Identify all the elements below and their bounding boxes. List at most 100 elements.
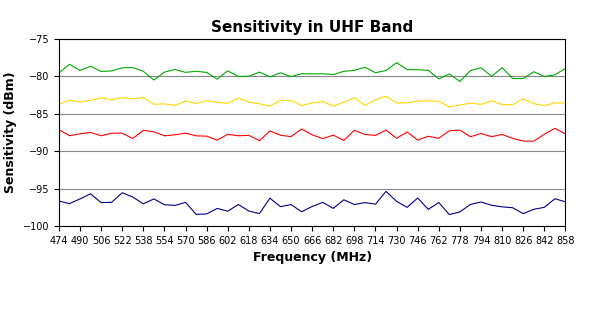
{8k, 16QAM, CR = 3/4, GI = 1/4} [193,134,200,138]
{8k, 16QAM, CR = 3/4, GI = 1/4} [309,133,316,137]
{8k, 64QAM, CR = 7/8 ,GI = 1/4} [551,73,558,77]
{8k, 16QAM, CR = 3/4, GI = 1/4} [256,139,263,143]
{8k, 64QAM, CR = 7/8 ,GI = 1/4} [382,68,389,72]
{8k, 16QAM, CR = 3/4, GI = 1/4} [245,133,252,137]
{8k, 64QAM, CR = 7/8 ,GI = 1/4} [467,69,474,73]
{8k, QPSK, CR = 1/2, GI = 1/4} [161,203,168,207]
{8k, 64QAM, CR = 2/3, GI = 1/4} [277,98,284,102]
{8k, QPSK, CR = 1/2, GI = 1/4} [319,200,326,204]
{8k, 64QAM, CR = 2/3, GI = 1/4} [467,101,474,105]
{8k, 16QAM, CR = 3/4, GI = 1/4} [277,133,284,137]
{8k, 16QAM, CR = 3/4, GI = 1/4} [351,128,358,132]
{8k, QPSK, CR = 1/2, GI = 1/4} [98,201,105,204]
{8k, 64QAM, CR = 2/3, GI = 1/4} [309,101,316,105]
{8k, QPSK, CR = 1/2, GI = 1/4} [298,210,305,214]
{8k, 64QAM, CR = 2/3, GI = 1/4} [362,103,369,107]
{8k, 64QAM, CR = 2/3, GI = 1/4} [403,101,411,105]
{8k, 16QAM, CR = 3/4, GI = 1/4} [403,130,411,134]
{8k, 16QAM, CR = 3/4, GI = 1/4} [562,132,569,136]
{8k, 64QAM, CR = 2/3, GI = 1/4} [541,104,548,108]
{8k, 64QAM, CR = 7/8 ,GI = 1/4} [224,69,231,73]
{8k, QPSK, CR = 1/2, GI = 1/4} [551,197,558,201]
{8k, 64QAM, CR = 7/8 ,GI = 1/4} [256,70,263,74]
{8k, 64QAM, CR = 2/3, GI = 1/4} [193,101,200,105]
{8k, 64QAM, CR = 7/8 ,GI = 1/4} [150,78,157,82]
{8k, 64QAM, CR = 2/3, GI = 1/4} [340,100,348,104]
{8k, 64QAM, CR = 2/3, GI = 1/4} [140,96,147,99]
{8k, 64QAM, CR = 2/3, GI = 1/4} [108,98,115,102]
{8k, 64QAM, CR = 7/8 ,GI = 1/4} [287,75,294,78]
{8k, 64QAM, CR = 2/3, GI = 1/4} [351,96,358,99]
{8k, QPSK, CR = 1/2, GI = 1/4} [467,203,474,206]
{8k, 64QAM, CR = 7/8 ,GI = 1/4} [55,71,62,75]
{8k, 16QAM, CR = 3/4, GI = 1/4} [478,131,485,135]
{8k, QPSK, CR = 1/2, GI = 1/4} [340,198,348,202]
{8k, QPSK, CR = 1/2, GI = 1/4} [530,207,537,211]
{8k, 16QAM, CR = 3/4, GI = 1/4} [214,138,221,142]
{8k, 64QAM, CR = 7/8 ,GI = 1/4} [161,70,168,74]
{8k, 64QAM, CR = 2/3, GI = 1/4} [435,99,442,103]
Line: {8k, QPSK, CR = 1/2, GI = 1/4}: {8k, QPSK, CR = 1/2, GI = 1/4} [59,191,565,214]
{8k, 16QAM, CR = 3/4, GI = 1/4} [393,136,400,140]
{8k, QPSK, CR = 1/2, GI = 1/4} [193,213,200,216]
{8k, 16QAM, CR = 3/4, GI = 1/4} [161,134,168,138]
{8k, QPSK, CR = 1/2, GI = 1/4} [150,197,157,201]
X-axis label: Frequency (MHz): Frequency (MHz) [253,251,372,265]
{8k, 64QAM, CR = 2/3, GI = 1/4} [298,104,305,108]
{8k, 16QAM, CR = 3/4, GI = 1/4} [372,133,379,137]
{8k, QPSK, CR = 1/2, GI = 1/4} [77,197,84,201]
{8k, 16QAM, CR = 3/4, GI = 1/4} [319,137,326,141]
{8k, QPSK, CR = 1/2, GI = 1/4} [55,199,62,203]
{8k, 64QAM, CR = 2/3, GI = 1/4} [150,102,157,106]
{8k, 64QAM, CR = 2/3, GI = 1/4} [182,99,189,103]
{8k, 64QAM, CR = 2/3, GI = 1/4} [372,98,379,102]
{8k, 64QAM, CR = 7/8 ,GI = 1/4} [140,69,147,73]
{8k, QPSK, CR = 1/2, GI = 1/4} [330,206,337,210]
{8k, 64QAM, CR = 7/8 ,GI = 1/4} [488,74,495,78]
{8k, 16QAM, CR = 3/4, GI = 1/4} [77,132,84,136]
{8k, QPSK, CR = 1/2, GI = 1/4} [541,205,548,209]
{8k, 16QAM, CR = 3/4, GI = 1/4} [140,128,147,132]
{8k, 16QAM, CR = 3/4, GI = 1/4} [382,128,389,132]
{8k, 64QAM, CR = 7/8 ,GI = 1/4} [403,68,411,72]
{8k, 16QAM, CR = 3/4, GI = 1/4} [340,139,348,142]
{8k, QPSK, CR = 1/2, GI = 1/4} [108,200,115,204]
{8k, 16QAM, CR = 3/4, GI = 1/4} [98,134,105,138]
{8k, 16QAM, CR = 3/4, GI = 1/4} [530,139,537,143]
{8k, 16QAM, CR = 3/4, GI = 1/4} [287,135,294,139]
{8k, 64QAM, CR = 7/8 ,GI = 1/4} [77,68,84,72]
{8k, QPSK, CR = 1/2, GI = 1/4} [256,212,263,215]
{8k, QPSK, CR = 1/2, GI = 1/4} [562,200,569,204]
{8k, 16QAM, CR = 3/4, GI = 1/4} [171,133,178,137]
{8k, 16QAM, CR = 3/4, GI = 1/4} [66,134,73,138]
{8k, 64QAM, CR = 2/3, GI = 1/4} [224,101,231,105]
{8k, 64QAM, CR = 7/8 ,GI = 1/4} [425,68,432,72]
{8k, 64QAM, CR = 2/3, GI = 1/4} [519,97,527,101]
{8k, 64QAM, CR = 7/8 ,GI = 1/4} [541,75,548,78]
{8k, 64QAM, CR = 2/3, GI = 1/4} [77,100,84,104]
{8k, QPSK, CR = 1/2, GI = 1/4} [351,203,358,206]
{8k, 16QAM, CR = 3/4, GI = 1/4} [108,131,115,135]
{8k, QPSK, CR = 1/2, GI = 1/4} [224,209,231,213]
{8k, 64QAM, CR = 7/8 ,GI = 1/4} [182,70,189,74]
{8k, QPSK, CR = 1/2, GI = 1/4} [414,196,421,200]
{8k, 64QAM, CR = 7/8 ,GI = 1/4} [435,77,442,81]
{8k, 64QAM, CR = 7/8 ,GI = 1/4} [98,69,105,73]
{8k, 64QAM, CR = 2/3, GI = 1/4} [414,99,421,103]
{8k, QPSK, CR = 1/2, GI = 1/4} [245,209,252,213]
{8k, QPSK, CR = 1/2, GI = 1/4} [403,205,411,209]
{8k, 64QAM, CR = 7/8 ,GI = 1/4} [118,66,125,70]
{8k, 64QAM, CR = 2/3, GI = 1/4} [235,96,242,100]
{8k, QPSK, CR = 1/2, GI = 1/4} [182,200,189,204]
{8k, 16QAM, CR = 3/4, GI = 1/4} [456,128,464,132]
{8k, 64QAM, CR = 2/3, GI = 1/4} [425,99,432,103]
{8k, 16QAM, CR = 3/4, GI = 1/4} [509,136,516,140]
{8k, QPSK, CR = 1/2, GI = 1/4} [509,206,516,210]
{8k, 16QAM, CR = 3/4, GI = 1/4} [298,127,305,131]
Title: Sensitivity in UHF Band: Sensitivity in UHF Band [211,20,413,35]
{8k, 64QAM, CR = 7/8 ,GI = 1/4} [203,70,210,74]
{8k, 64QAM, CR = 2/3, GI = 1/4} [245,100,252,104]
{8k, 64QAM, CR = 2/3, GI = 1/4} [266,104,273,108]
{8k, 64QAM, CR = 2/3, GI = 1/4} [118,96,125,99]
{8k, 64QAM, CR = 2/3, GI = 1/4} [214,100,221,104]
